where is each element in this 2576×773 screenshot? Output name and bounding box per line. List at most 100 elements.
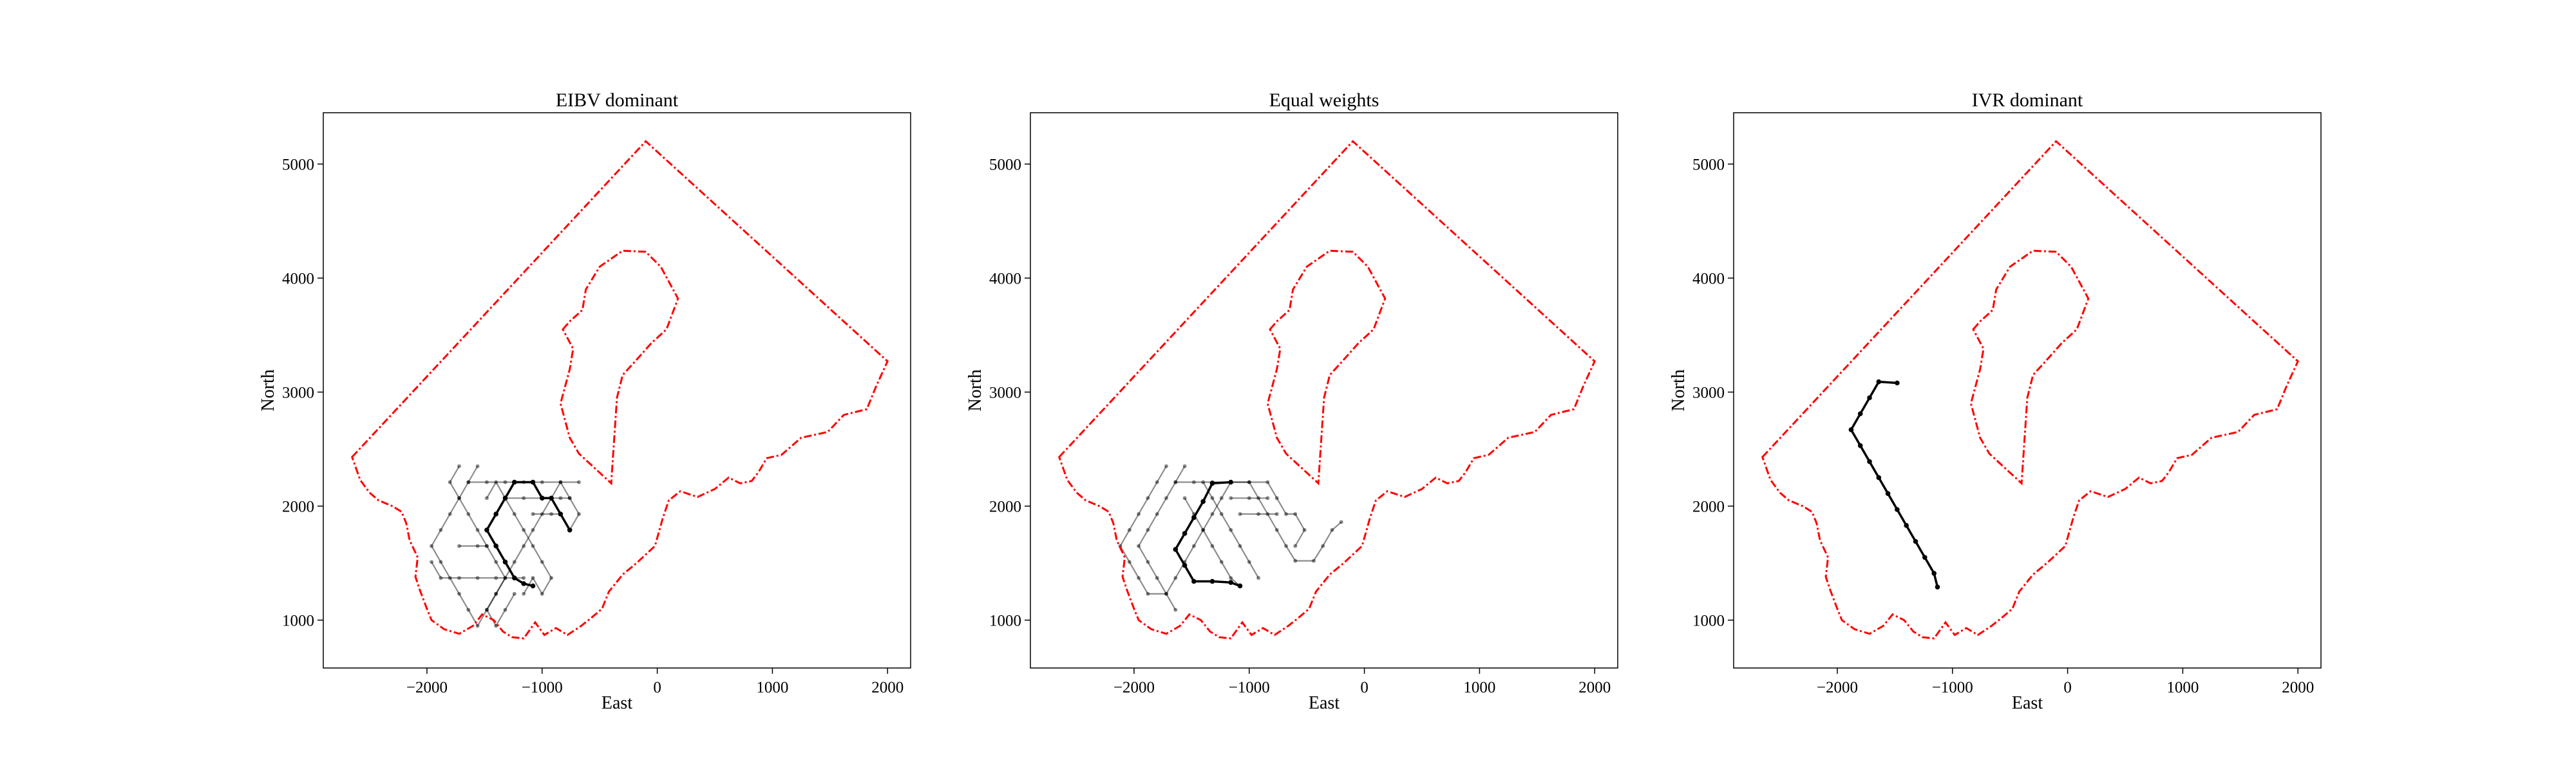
x-tick-label: −1000 — [1229, 679, 1270, 696]
path-waypoint — [1848, 427, 1854, 432]
path-waypoint — [1265, 512, 1270, 516]
path-waypoint — [1274, 528, 1279, 532]
plot-title: EIBV dominant — [556, 90, 679, 111]
y-axis-label: North — [258, 369, 278, 411]
path-waypoint — [448, 576, 452, 580]
path-waypoint — [466, 607, 471, 612]
y-axis-label: North — [1669, 369, 1689, 411]
x-tick-label: 0 — [653, 679, 661, 696]
path-waypoint — [531, 544, 535, 548]
path-waypoint — [1857, 443, 1863, 448]
plot-title: Equal weights — [1269, 90, 1379, 111]
path-waypoint — [1173, 480, 1178, 484]
path-waypoint — [1229, 528, 1233, 532]
candidate-path-line — [1137, 466, 1186, 611]
path-waypoint — [567, 496, 572, 501]
path-waypoint — [503, 576, 507, 580]
path-waypoint — [1127, 528, 1132, 532]
path-waypoint — [549, 576, 554, 580]
path-waypoint — [1155, 512, 1159, 516]
path-waypoint — [1146, 528, 1150, 532]
axes-frame — [323, 112, 911, 669]
path-waypoint — [1330, 528, 1334, 532]
path-waypoint — [530, 479, 536, 485]
x-tick-label: 0 — [1360, 679, 1368, 696]
axes-frame — [1030, 112, 1618, 669]
inner-boundary — [559, 249, 679, 486]
path-waypoint — [457, 544, 461, 548]
path-waypoint — [1137, 512, 1141, 516]
path-waypoint — [466, 480, 471, 484]
path-waypoint — [1200, 499, 1206, 504]
path-waypoint — [1173, 547, 1179, 552]
path-waypoint — [484, 544, 489, 548]
path-waypoint — [1191, 544, 1196, 548]
subplot-eibv-dominant: EIBV dominant East North −2000 −1000 0 1000… — [258, 90, 911, 713]
path-waypoint — [522, 576, 526, 580]
path-waypoint — [1173, 576, 1178, 580]
path-waypoint — [503, 607, 507, 612]
y-tick-label: 5000 — [1692, 157, 1725, 174]
path-waypoint — [540, 512, 544, 516]
x-tick-label: 2000 — [2282, 679, 2314, 696]
path-waypoint — [1219, 496, 1224, 501]
x-tick-label: 1000 — [1463, 679, 1495, 696]
y-tick-label: 1000 — [989, 613, 1021, 630]
path-waypoint — [567, 496, 572, 501]
y-tick-label: 1000 — [282, 613, 314, 630]
path-waypoint — [1209, 578, 1215, 584]
path-waypoint — [1146, 496, 1150, 501]
path-waypoint — [567, 528, 573, 533]
path-waypoint — [512, 512, 516, 516]
y-tick-label: 4000 — [1692, 271, 1725, 288]
path-waypoint — [1182, 496, 1187, 501]
path-waypoint — [430, 560, 434, 564]
path-waypoint — [1164, 591, 1168, 596]
path-waypoint — [530, 583, 536, 589]
path-waypoint — [549, 512, 554, 516]
path-waypoint — [502, 559, 508, 565]
path-waypoint — [1191, 515, 1197, 520]
path-waypoint — [1238, 544, 1242, 548]
path-waypoint — [558, 511, 564, 517]
path-waypoint — [457, 591, 461, 596]
x-tick-label: 2000 — [1578, 679, 1611, 696]
path-waypoint — [457, 576, 461, 580]
path-waypoint — [1173, 480, 1178, 484]
inner-boundary — [1969, 249, 2090, 486]
path-waypoint — [1256, 512, 1261, 516]
path-waypoint — [512, 575, 517, 580]
path-waypoint — [1201, 480, 1206, 484]
path-waypoint — [1867, 395, 1872, 401]
path-waypoint — [494, 560, 498, 564]
path-waypoint — [512, 479, 517, 485]
x-tick-label: 0 — [2063, 679, 2072, 696]
plot-content — [1761, 140, 2300, 640]
y-tick-label: 1000 — [1692, 613, 1725, 630]
path-waypoint — [558, 480, 563, 484]
candidate-path-line — [1119, 466, 1342, 595]
path-waypoint — [484, 496, 489, 501]
path-waypoint — [1228, 479, 1233, 485]
path-waypoint — [1127, 560, 1132, 564]
path-waypoint — [1237, 583, 1243, 589]
path-waypoint — [475, 464, 480, 468]
path-waypoint — [1229, 496, 1233, 501]
path-waypoint — [1867, 459, 1872, 464]
x-tick-label: −1000 — [522, 679, 563, 696]
path-waypoint — [577, 512, 581, 516]
path-waypoint — [448, 512, 452, 516]
path-waypoint — [540, 480, 544, 484]
candidate-path-line — [1175, 481, 1305, 547]
x-tick-label: −2000 — [406, 679, 448, 696]
path-waypoint — [1191, 480, 1196, 484]
path-waypoint — [1876, 475, 1882, 481]
path-waypoint — [439, 560, 443, 564]
path-waypoint — [1293, 512, 1298, 516]
candidate-path-line — [458, 466, 515, 627]
y-tick-label: 2000 — [989, 499, 1021, 516]
path-waypoint — [1321, 544, 1325, 548]
path-waypoint — [1228, 580, 1233, 585]
plot-title: IVR dominant — [1972, 90, 2083, 111]
